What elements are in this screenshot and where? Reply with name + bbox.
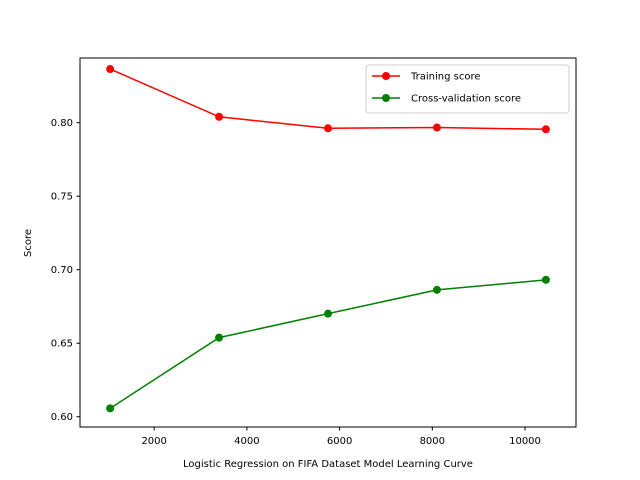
x-tick-label: 4000	[234, 436, 259, 447]
y-tick-label: 0.65	[51, 339, 73, 350]
legend-label-0: Training score	[410, 72, 481, 83]
legend-entries: Training score Cross-validation score	[372, 72, 521, 105]
y-tick-label: 0.60	[51, 412, 73, 423]
x-axis-label: Logistic Regression on FIFA Dataset Mode…	[183, 459, 473, 470]
legend-marker-1	[382, 94, 390, 102]
data-point-1-3	[432, 285, 441, 294]
legend-marker-0	[382, 72, 390, 80]
x-tick-label: 8000	[420, 436, 445, 447]
x-axis-ticks: 2000 4000 6000 8000 10000	[141, 427, 541, 447]
x-tick-label: 6000	[327, 436, 352, 447]
data-point-0-2	[324, 124, 332, 133]
data-point-1-0	[106, 404, 115, 413]
y-tick-label: 0.80	[51, 118, 73, 129]
data-point-0-3	[432, 123, 441, 132]
data-point-0-0	[106, 65, 115, 74]
x-tick-label: 10000	[509, 436, 541, 447]
data-point-0-4	[541, 125, 550, 134]
data-point-0-1	[215, 112, 224, 121]
data-point-1-4	[541, 275, 550, 284]
y-axis-ticks: 0.60 0.65 0.70 0.75 0.80	[51, 118, 80, 423]
y-axis-label: Score	[23, 229, 34, 257]
data-point-1-2	[324, 309, 332, 318]
plot-frame	[79, 57, 577, 428]
y-tick-label: 0.70	[51, 265, 73, 276]
legend: Training score Cross-validation score	[365, 64, 570, 114]
legend-box	[365, 64, 570, 114]
y-tick-label: 0.75	[51, 192, 73, 203]
series-markers	[106, 65, 550, 413]
x-tick-label: 2000	[141, 436, 166, 447]
data-point-1-1	[215, 333, 224, 342]
legend-label-1: Cross-validation score	[411, 94, 521, 105]
